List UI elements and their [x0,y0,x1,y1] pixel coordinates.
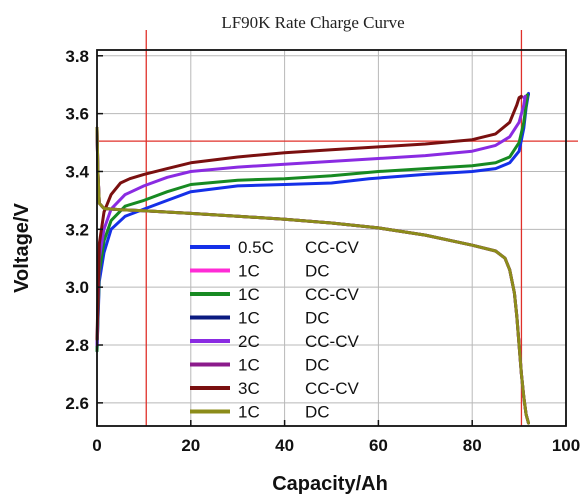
legend-series-name: 1C [238,285,260,304]
series-layer [95,91,530,425]
y-axis-label: Voltage/V [11,203,33,293]
series-line-5 [95,94,527,347]
tick-layer: 0 20 40 60 80 100 2.6 2.8 3.0 3.2 3.4 3.6 3.8 [65,47,580,455]
x-tick-label: 0 [92,436,101,455]
legend-series-name: 1C [238,356,260,375]
chart-title: LF90K Rate Charge Curve [221,13,404,32]
legend-series-name: 3C [238,379,260,398]
series-line-7 [95,94,523,341]
legend: 0.5C CC-CV 1C DC 1C CC-CV 1C DC 2C CC-CV 1C DC 3C CC-… [190,238,359,422]
legend-series-name: 1C [238,403,260,422]
legend-item: 1C DC [190,356,330,375]
legend-series-mode: DC [305,356,330,375]
legend-item: 1C DC [190,403,330,422]
series-line-8 [95,126,530,425]
y-tick-label: 3.4 [65,162,89,181]
x-tick-label: 60 [369,436,388,455]
series-line-3 [95,93,529,353]
legend-item: 3C CC-CV [190,379,359,398]
legend-series-mode: CC-CV [305,238,359,257]
legend-series-mode: CC-CV [305,379,359,398]
x-tick-label: 80 [463,436,482,455]
legend-series-name: 0.5C [238,238,274,257]
legend-series-name: 1C [238,309,260,328]
y-tick-label: 2.6 [65,394,89,413]
legend-series-name: 1C [238,262,260,281]
legend-series-mode: DC [305,403,330,422]
legend-series-name: 2C [238,332,260,351]
legend-series-mode: CC-CV [305,332,359,351]
x-axis-label: Capacity/Ah [272,473,388,495]
y-tick-label: 3.0 [65,278,89,297]
legend-item: 1C CC-CV [190,285,359,304]
legend-item: 1C DC [190,309,330,328]
x-tick-label: 20 [181,436,200,455]
y-tick-label: 3.2 [65,220,89,239]
legend-series-mode: CC-CV [305,285,359,304]
legend-item: 1C DC [190,262,330,281]
x-tick-label: 40 [275,436,294,455]
y-tick-label: 3.8 [65,47,89,66]
plot-frame [96,49,567,427]
legend-series-mode: DC [305,309,330,328]
legend-series-mode: DC [305,262,330,281]
legend-item: 0.5C CC-CV [190,238,359,257]
legend-item: 2C CC-CV [190,332,359,351]
y-tick-label: 3.6 [65,105,89,124]
x-tick-label: 100 [552,436,580,455]
y-tick-label: 2.8 [65,336,89,355]
